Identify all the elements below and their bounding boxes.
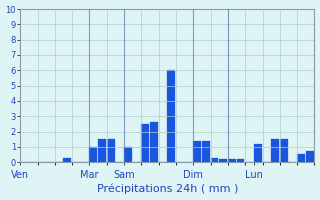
Bar xyxy=(228,159,236,162)
Bar xyxy=(150,122,158,162)
X-axis label: Précipitations 24h ( mm ): Précipitations 24h ( mm ) xyxy=(97,184,238,194)
Bar xyxy=(107,139,115,162)
Bar xyxy=(167,70,175,162)
Bar xyxy=(63,158,71,162)
Bar xyxy=(280,139,288,162)
Bar xyxy=(141,124,149,162)
Bar xyxy=(254,144,262,162)
Bar xyxy=(124,147,132,162)
Bar xyxy=(219,159,227,162)
Bar xyxy=(90,147,97,162)
Bar xyxy=(98,139,106,162)
Bar xyxy=(271,139,279,162)
Bar xyxy=(193,141,201,162)
Bar xyxy=(236,159,244,162)
Bar xyxy=(306,151,314,162)
Bar xyxy=(211,158,218,162)
Bar xyxy=(297,154,305,162)
Bar xyxy=(202,141,210,162)
